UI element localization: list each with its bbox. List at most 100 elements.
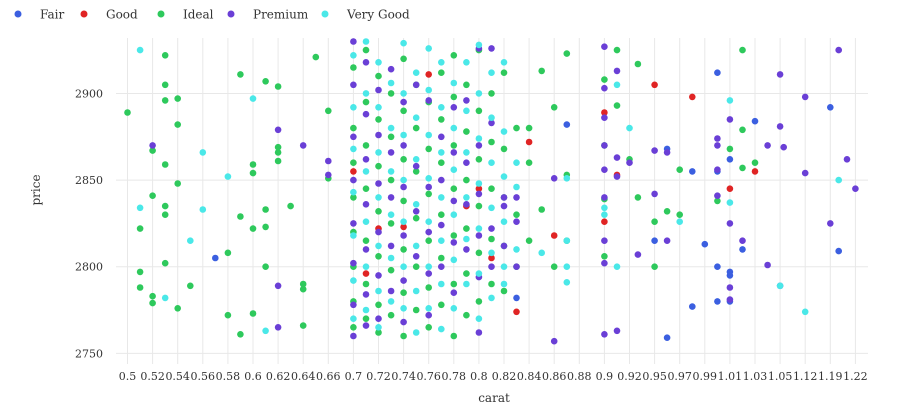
data-point [438, 194, 445, 201]
data-point [475, 249, 483, 257]
data-point [500, 287, 508, 295]
x-tick-label: 1.05 [768, 370, 793, 383]
data-point [613, 327, 621, 335]
data-point [412, 263, 420, 271]
data-point [350, 194, 357, 201]
data-point [764, 261, 771, 269]
data-point [500, 145, 508, 153]
data-point [488, 254, 495, 262]
data-point [412, 81, 420, 89]
data-point [475, 185, 483, 192]
data-point [412, 162, 420, 170]
data-point [249, 225, 257, 232]
data-point [387, 194, 395, 201]
data-point [350, 52, 357, 59]
data-point [463, 194, 470, 201]
data-point [751, 168, 759, 175]
data-point [714, 298, 721, 305]
data-point [726, 145, 734, 153]
x-tick-label: 0.92 [617, 370, 642, 383]
data-point [425, 145, 433, 153]
legend-label: Good [106, 8, 138, 22]
legend-item-good[interactable]: Good [80, 8, 139, 22]
data-point [412, 252, 420, 260]
data-point [400, 197, 407, 205]
data-point [187, 237, 194, 244]
data-point [375, 272, 382, 279]
data-point [538, 249, 545, 257]
data-point [613, 173, 621, 180]
data-point [299, 142, 307, 149]
data-point [400, 263, 407, 271]
data-point [714, 192, 721, 199]
data-point [500, 280, 508, 288]
data-point [475, 298, 483, 305]
data-point [425, 311, 433, 319]
data-point [475, 190, 483, 198]
data-point [375, 315, 382, 323]
data-point [174, 180, 181, 187]
x-tick-label: 1.22 [843, 370, 868, 383]
data-point [663, 208, 671, 215]
data-point [412, 168, 420, 175]
data-point [601, 142, 608, 149]
series-ideal [124, 46, 759, 340]
data-point [387, 220, 395, 227]
legend-marker [227, 10, 235, 18]
legend-item-fair[interactable]: Fair [14, 8, 65, 22]
data-point [726, 156, 734, 163]
data-point [425, 183, 433, 191]
data-point [613, 263, 621, 271]
data-point [463, 270, 470, 277]
data-point [601, 218, 608, 225]
data-point [463, 59, 470, 66]
legend-item-ideal[interactable]: Ideal [157, 8, 214, 22]
legend-item-very-good[interactable]: Very Good [321, 8, 411, 22]
data-point [776, 282, 784, 290]
data-point [843, 156, 851, 163]
data-point [450, 211, 458, 218]
data-point [663, 334, 671, 342]
y-tick-label: 2900 [75, 87, 103, 100]
data-point [161, 81, 169, 89]
data-point [350, 168, 357, 175]
data-point [676, 211, 683, 218]
data-point [262, 78, 269, 85]
data-point [601, 43, 608, 50]
data-point [463, 97, 470, 104]
data-point [764, 142, 771, 149]
data-point [174, 305, 181, 312]
data-point [325, 157, 332, 165]
data-point [500, 59, 508, 66]
data-point [714, 166, 721, 173]
data-point [387, 287, 395, 295]
data-point [463, 159, 470, 166]
data-point [350, 81, 357, 89]
data-point [350, 145, 357, 153]
data-point [634, 194, 642, 201]
data-point [726, 185, 734, 192]
legend[interactable]: Fair Good Ideal Premium Very Good [14, 8, 411, 22]
data-point [299, 322, 307, 329]
data-point [362, 90, 370, 97]
data-point [400, 232, 407, 239]
data-point [124, 109, 131, 116]
data-point [362, 98, 370, 106]
data-point [450, 197, 458, 205]
tick-labels: 0.5 0.52 0.54 0.56 0.58 0.6 0.62 0.64 0.66 0.7 0.7… [75, 87, 868, 383]
data-point [425, 131, 433, 139]
x-tick-label: 0.84 [517, 370, 542, 383]
data-point [450, 52, 458, 59]
data-point [362, 185, 370, 192]
data-point [136, 204, 144, 212]
data-point [739, 126, 746, 134]
data-point [400, 90, 407, 97]
data-point [463, 128, 470, 135]
data-point [237, 213, 244, 220]
data-point [224, 311, 232, 319]
data-point [387, 266, 395, 274]
data-point [513, 246, 520, 253]
legend-item-premium[interactable]: Premium [227, 8, 309, 22]
data-point [601, 252, 608, 260]
